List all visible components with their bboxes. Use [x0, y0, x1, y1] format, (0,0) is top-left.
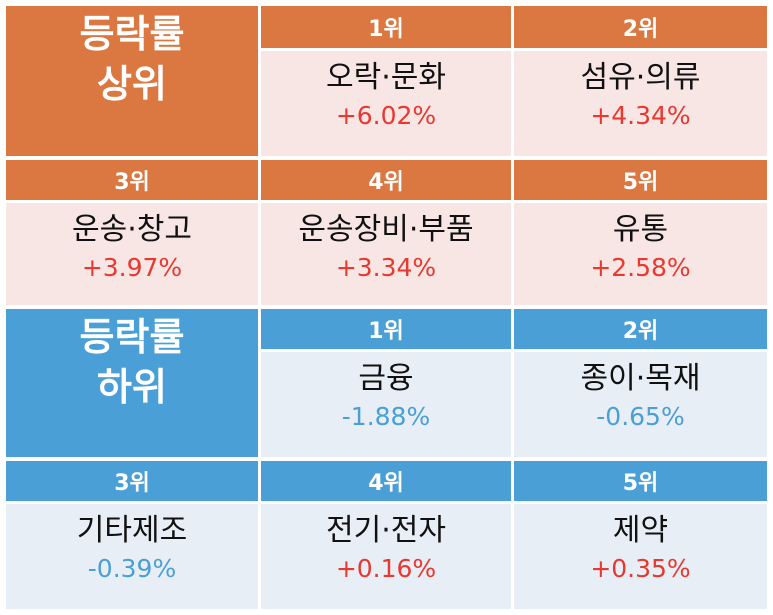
- sector-name: 섬유·의류: [580, 60, 701, 95]
- top-rank-1-header: 1위: [261, 6, 511, 48]
- rank-label: 5위: [622, 170, 659, 195]
- top-rank-2-cell: 섬유·의류 +4.34%: [514, 51, 767, 156]
- bottom-section-title: 등락률 하위: [6, 309, 258, 457]
- bottom-rank-3-header: 3위: [6, 461, 258, 501]
- top-rank-1-cell: 오락·문화 +6.02%: [261, 51, 511, 156]
- top-rank-3-header: 3위: [6, 160, 258, 200]
- change-value: +0.35%: [590, 554, 691, 583]
- bottom-rank-1-cell: 금융 -1.88%: [261, 352, 511, 457]
- bottom-rank-4-cell: 전기·전자 +0.16%: [261, 504, 511, 609]
- change-value: -0.39%: [87, 554, 177, 583]
- rank-label: 1위: [368, 319, 404, 344]
- rank-label: 5위: [622, 471, 659, 496]
- sector-name: 운송·창고: [72, 212, 192, 247]
- top-rank-3-cell: 운송·창고 +3.97%: [6, 203, 258, 305]
- change-value: -0.65%: [596, 402, 685, 431]
- rank-label: 4위: [368, 170, 404, 195]
- bottom-rank-2-cell: 종이·목재 -0.65%: [514, 352, 767, 457]
- bottom-rank-5-cell: 제약 +0.35%: [514, 504, 767, 609]
- bottom-title-line1: 등락률: [79, 315, 185, 359]
- sector-name: 기타제조: [76, 513, 188, 548]
- bottom-rank-5-header: 5위: [514, 461, 767, 501]
- bottom-title-line2: 하위: [97, 365, 167, 409]
- top-rank-2-header: 2위: [514, 6, 767, 48]
- sector-name: 종이·목재: [580, 361, 701, 396]
- rank-label: 3위: [114, 471, 150, 496]
- change-value: -1.88%: [341, 402, 431, 431]
- change-value: +4.34%: [590, 101, 691, 130]
- top-title-line2: 상위: [97, 62, 167, 106]
- top-title-line1: 등락률: [79, 12, 185, 56]
- sector-name: 운송장비·부품: [298, 212, 474, 247]
- sector-name: 유통: [612, 212, 669, 247]
- change-value: +2.58%: [590, 253, 691, 282]
- sector-name: 오락·문화: [326, 60, 446, 95]
- top-section-title: 등락률 상위: [6, 6, 258, 156]
- sector-name: 전기·전자: [326, 513, 446, 548]
- bottom-rank-3-cell: 기타제조 -0.39%: [6, 504, 258, 609]
- rank-label: 2위: [622, 17, 659, 42]
- top-rank-4-cell: 운송장비·부품 +3.34%: [261, 203, 511, 305]
- change-value: +6.02%: [335, 101, 437, 130]
- rank-label: 3위: [114, 170, 150, 195]
- rank-label: 2위: [622, 319, 659, 344]
- rank-label: 4위: [368, 471, 404, 496]
- change-value: +3.34%: [335, 253, 437, 282]
- rank-label: 1위: [368, 17, 404, 42]
- top-rank-4-header: 4위: [261, 160, 511, 200]
- bottom-rank-4-header: 4위: [261, 461, 511, 501]
- top-rank-5-header: 5위: [514, 160, 767, 200]
- sector-name: 금융: [358, 361, 414, 396]
- bottom-rank-2-header: 2위: [514, 309, 767, 349]
- top-rank-5-cell: 유통 +2.58%: [514, 203, 767, 305]
- bottom-rank-1-header: 1위: [261, 309, 511, 349]
- change-value: +3.97%: [81, 253, 183, 282]
- change-value: +0.16%: [335, 554, 437, 583]
- sector-name: 제약: [612, 513, 669, 548]
